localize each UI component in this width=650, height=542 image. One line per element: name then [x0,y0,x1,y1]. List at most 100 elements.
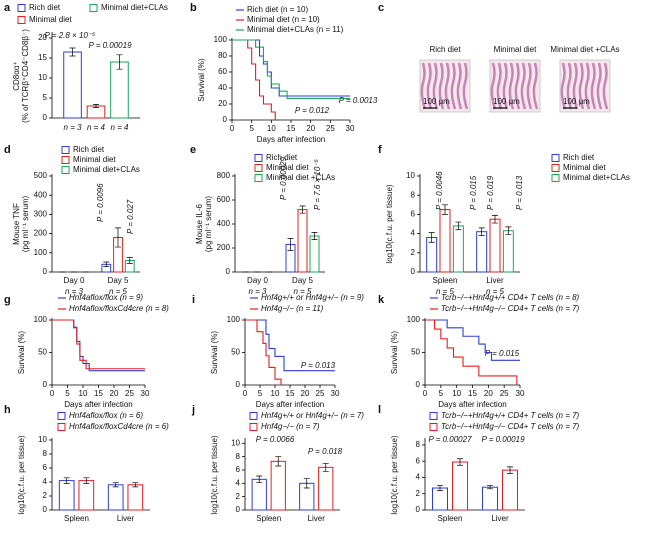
error-bar [507,466,513,474]
tissue [502,62,509,110]
y-tick-label: 300 [34,210,48,219]
n-label: n = 3 [65,287,84,296]
bar [426,236,438,273]
panel-letter: e [190,144,196,156]
legend-label: Minimal diet+CLAs [73,165,140,174]
error-bar [69,47,76,57]
legend-label: Tcrb−/−+Hnf4g+/+ CD4+ T cells (n = 7) [441,411,580,420]
y-tick-label: 200 [34,229,48,238]
x-tick-label: 15 [468,389,477,398]
y-tick-label: 0 [43,267,48,276]
y-tick-label: 10 [38,73,47,82]
bar [482,486,498,511]
error-bar [83,477,90,484]
p-value: P = 0.00019 [481,435,525,444]
x-tick-label: Liver [486,276,504,285]
y-tick-label: 20 [38,33,47,42]
x-tick-label: 25 [500,389,509,398]
bar [270,460,286,511]
bar [452,225,464,273]
bar [502,230,514,273]
panel-letter: h [4,404,11,416]
legend-label: Minimal diet+CLAs [563,173,630,182]
y-tick-label: 100 [214,35,228,44]
y-tick-label: 10 [231,438,240,447]
x-tick-label: 20 [301,389,310,398]
y-tick-label: 6 [236,465,241,474]
legend-label: Rich diet [29,3,61,12]
legend-label: Tcrb−/−+Hnf4g−/− CD4+ T cells (n = 7) [441,422,580,431]
legend-label: Hnf4g+/+ or Hnf4g+/− (n = 9) [261,293,364,302]
x-tick-label: 5 [258,389,263,398]
legend-label: Minimal diet+CLAs (n = 11) [247,25,344,34]
bar [318,466,334,511]
legend-label: Hnf4g+/+ or Hnf4g+/− (n = 7) [261,411,364,420]
y-axis-label: (pg ml⁻¹ serum) [21,196,30,253]
y-tick-label: 60 [218,67,227,76]
y-tick-label: 20 [218,99,227,108]
y-axis-label: log10(c.f.u. per tissue) [390,435,399,514]
legend-swatch [249,423,258,431]
y-tick-label: 8 [236,452,241,461]
x-tick-label: 10 [271,389,280,398]
legend-label: Minimal diet [29,15,72,24]
error-bar [478,227,485,236]
panel-letter: f [378,144,382,156]
scale-label: 100 μm [563,97,590,106]
tissue [462,62,469,110]
error-bar [299,205,306,214]
x-tick-label: 25 [316,389,325,398]
x-tick-label: 20 [306,124,315,133]
legend-label: Tcrb−/−+Hnf4g+/+ CD4+ T cells (n = 8) [441,293,580,302]
tissue [444,62,451,110]
y-tick-label: 50 [231,348,240,357]
p-value: P = 0.00019 [88,41,132,50]
x-tick-label: 15 [286,389,295,398]
y-axis-label: (% of TCRβ⁺CD4⁻CD8β⁻) [21,29,30,123]
x-tick-label: 0 [243,389,248,398]
y-tick-label: 0 [43,380,48,389]
tissue [420,62,427,110]
panel-letter: d [4,144,11,156]
y-tick-label: 8 [416,440,421,449]
y-tick-label: 4 [416,473,421,482]
p-value: P = 0.027 [126,199,135,234]
y-tick-label: 500 [34,171,48,180]
x-tick-label: 20 [110,389,119,398]
survival-curve [245,319,282,385]
x-tick-label: Spleen [64,514,89,523]
tissue [450,62,457,110]
bar [251,478,267,511]
p-value: P = 0.019 [486,175,495,210]
tissue [520,62,527,110]
x-tick-label: 10 [267,124,276,133]
y-tick-label: 2 [411,248,416,257]
n-label: n = 3 [64,123,83,132]
bar [309,235,320,273]
tissue [596,62,603,110]
tissue [438,62,445,110]
y-tick-label: 0 [226,267,231,276]
p-value: P = 0.013 [301,361,336,370]
y-tick-label: 4 [43,477,48,486]
tissue [456,62,463,110]
y-axis-label: (pg ml⁻¹ serum) [204,196,213,253]
y-tick-label: 100 [407,315,421,324]
x-tick-label: 5 [439,389,444,398]
legend-label: Tcrb−/−+Hnf4g−/− CD4+ T cells (n = 7) [441,304,580,313]
error-bar [103,261,110,267]
image-label: Minimal diet +CLAs [550,45,619,54]
x-tick-label: Spleen [433,276,458,285]
panel-letter: l [378,404,381,416]
y-tick-label: 10 [406,171,415,180]
scale-label: 100 μm [423,97,450,106]
panel-letter: j [191,404,195,416]
scale-label: 100 μm [493,97,520,106]
x-tick-label: 10 [79,389,88,398]
bar [63,51,82,119]
x-tick-label: 5 [65,389,70,398]
x-tick-label: Spleen [256,514,281,523]
error-bar [437,485,443,491]
p-value: P = 0.013 [515,175,524,210]
